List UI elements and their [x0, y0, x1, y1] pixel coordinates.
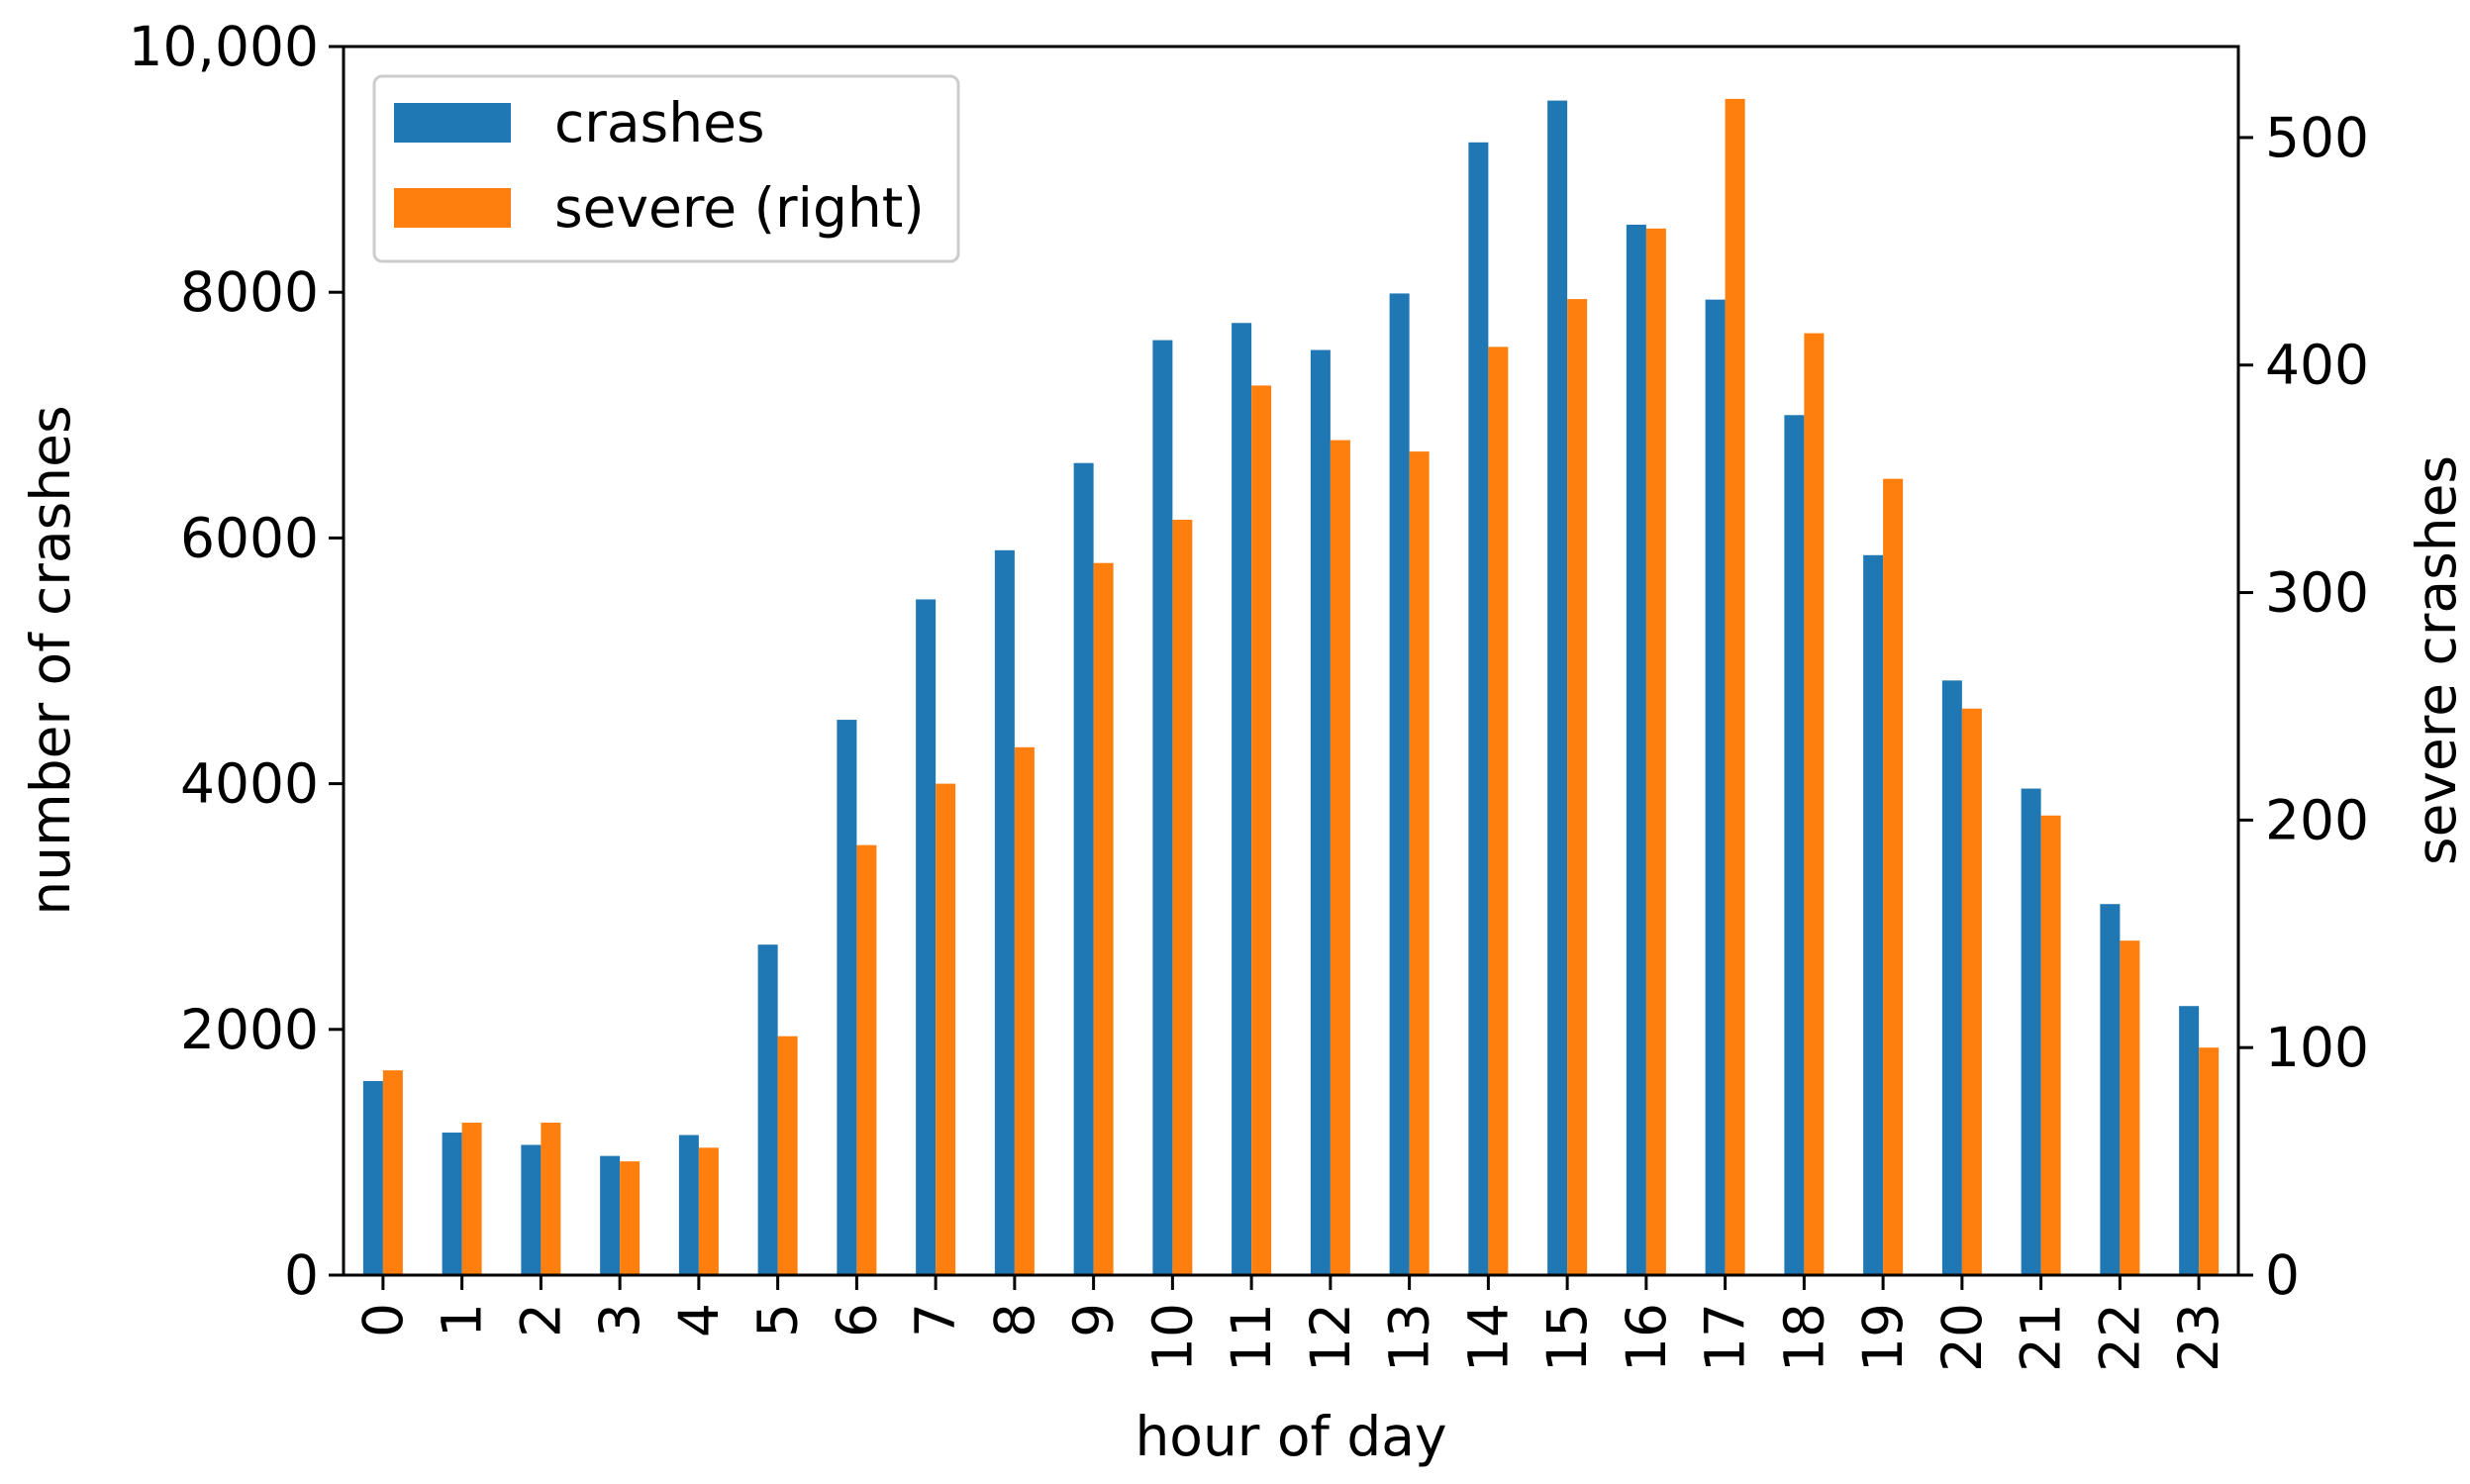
bar-severe-21 [2040, 815, 2061, 1275]
bar-crashes-13 [1389, 293, 1410, 1275]
bar-crashes-9 [1073, 462, 1094, 1275]
bar-crashes-10 [1152, 340, 1173, 1276]
y-tick-right-label: 0 [2265, 1243, 2300, 1307]
bar-crashes-18 [1784, 415, 1805, 1275]
x-tick-label: 9 [1062, 1303, 1126, 1337]
y-tick-left-label: 2000 [180, 998, 319, 1061]
x-tick-label: 1 [431, 1303, 494, 1337]
bar-crashes-11 [1232, 323, 1252, 1276]
y-tick-left-label: 0 [284, 1243, 319, 1307]
bar-crashes-22 [2100, 904, 2121, 1275]
x-tick-label: 5 [746, 1303, 810, 1337]
legend-swatch-crashes [394, 103, 511, 143]
ticks-layer: 0 2000 4000 6000 8000 10,000 0 100 200 300 400 500 0… [129, 15, 2369, 1372]
x-tick-label: 4 [667, 1303, 731, 1337]
bar-severe-4 [698, 1147, 719, 1275]
bar-crashes-7 [916, 599, 937, 1275]
bar-severe-19 [1883, 478, 1904, 1275]
y-tick-left-label: 8000 [180, 260, 319, 324]
bar-severe-17 [1725, 98, 1745, 1276]
x-tick-label: 20 [1930, 1303, 1994, 1372]
x-tick-label: 13 [1378, 1303, 1441, 1372]
x-tick-label: 17 [1694, 1303, 1757, 1372]
legend-label-crashes: crashes [554, 91, 765, 154]
x-tick-label: 18 [1772, 1303, 1835, 1372]
x-tick-label: 8 [983, 1303, 1046, 1337]
bar-severe-14 [1488, 346, 1509, 1275]
bar-severe-13 [1409, 451, 1430, 1275]
x-tick-label: 0 [351, 1303, 415, 1337]
bar-severe-22 [2120, 940, 2140, 1275]
x-tick-label: 10 [1140, 1303, 1204, 1372]
bar-crashes-12 [1310, 349, 1331, 1275]
bar-severe-10 [1172, 520, 1193, 1275]
legend-box [372, 74, 960, 263]
y-tick-right-label: 500 [2265, 106, 2369, 169]
bar-severe-9 [1093, 562, 1114, 1275]
bar-crashes-4 [678, 1135, 699, 1275]
bar-severe-6 [856, 844, 877, 1275]
bar-severe-2 [541, 1123, 561, 1275]
x-tick-label: 22 [2088, 1303, 2151, 1372]
x-tick-label: 14 [1456, 1303, 1520, 1372]
y-tick-left-label: 10,000 [129, 15, 319, 78]
y-tick-right-label: 300 [2265, 561, 2369, 625]
y-tick-right-label: 200 [2265, 788, 2369, 851]
x-tick-label: 3 [588, 1303, 651, 1337]
y-tick-right-label: 400 [2265, 334, 2369, 397]
bars-layer [362, 98, 2220, 1276]
bar-severe-18 [1804, 333, 1825, 1275]
bar-crashes-5 [757, 944, 778, 1275]
bar-crashes-17 [1705, 299, 1726, 1275]
bar-severe-23 [2199, 1047, 2220, 1275]
legend-swatch-severe [394, 188, 511, 228]
bar-severe-16 [1645, 228, 1666, 1276]
bar-severe-0 [382, 1070, 403, 1275]
x-tick-label: 16 [1615, 1303, 1678, 1372]
x-tick-label: 19 [1851, 1303, 1915, 1372]
x-tick-label: 7 [904, 1303, 967, 1337]
bar-crashes-19 [1863, 554, 1884, 1275]
x-tick-label: 15 [1535, 1303, 1599, 1372]
y-axis-label-right: severe crashes [2405, 455, 2468, 865]
bar-severe-3 [620, 1161, 641, 1275]
bar-severe-7 [936, 783, 956, 1275]
bar-severe-1 [461, 1123, 482, 1275]
bar-crashes-15 [1547, 100, 1568, 1276]
bar-crashes-6 [837, 720, 857, 1275]
bar-severe-8 [1014, 746, 1035, 1275]
x-axis-label: hour of day [1135, 1405, 1446, 1468]
y-tick-left-label: 6000 [180, 506, 319, 569]
bar-crashes-0 [362, 1080, 383, 1275]
bar-crashes-2 [521, 1144, 542, 1275]
bar-crashes-14 [1468, 142, 1489, 1275]
bar-crashes-21 [2021, 788, 2041, 1275]
bar-severe-5 [777, 1036, 798, 1275]
bar-crashes-1 [442, 1133, 462, 1275]
x-tick-label: 21 [2010, 1303, 2073, 1372]
y-tick-right-label: 100 [2265, 1016, 2369, 1079]
bar-crashes-3 [600, 1155, 621, 1275]
bar-crashes-16 [1626, 224, 1646, 1276]
x-tick-label: 2 [509, 1303, 572, 1337]
bar-crashes-8 [994, 549, 1015, 1275]
y-tick-left-label: 4000 [180, 752, 319, 816]
axes-layer [342, 45, 2240, 1277]
x-tick-label: 12 [1299, 1303, 1362, 1372]
bar-severe-15 [1567, 299, 1588, 1276]
bar-severe-11 [1251, 385, 1272, 1275]
legend: crashes severe (right) [372, 74, 960, 263]
bar-severe-20 [1961, 708, 1982, 1275]
y-axis-label-left: number of crashes [19, 405, 82, 915]
bar-severe-12 [1330, 440, 1350, 1276]
plot-frame [342, 45, 2240, 1277]
bar-crashes-23 [2179, 1006, 2200, 1275]
x-tick-label: 6 [825, 1303, 888, 1337]
legend-label-severe: severe (right) [554, 176, 925, 240]
bar-crashes-20 [1941, 680, 1962, 1275]
x-tick-label: 11 [1220, 1303, 1283, 1372]
x-tick-label: 23 [2167, 1303, 2230, 1372]
